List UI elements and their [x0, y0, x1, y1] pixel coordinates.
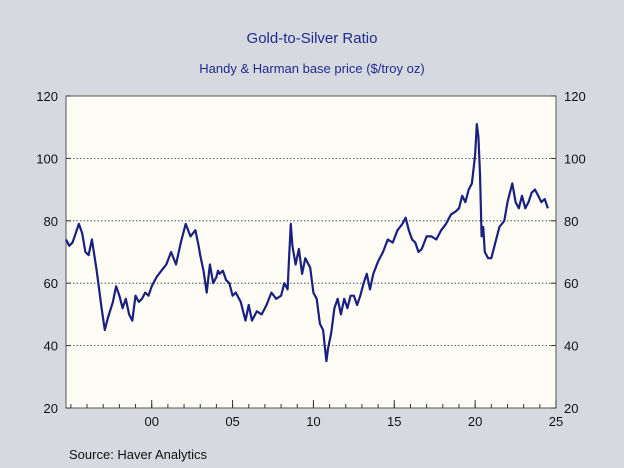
y-tick-label-left: 20: [44, 401, 58, 416]
y-tick-label-right: 80: [564, 214, 578, 229]
chart-subtitle: Handy & Harman base price ($/troy oz): [199, 61, 425, 76]
y-tick-label-left: 80: [44, 214, 58, 229]
x-tick-label: 05: [225, 414, 239, 429]
source-note: Source: Haver Analytics: [69, 447, 208, 462]
y-tick-label-right: 60: [564, 276, 578, 291]
x-tick-label: 10: [306, 414, 320, 429]
y-tick-label-left: 100: [36, 151, 58, 166]
y-tick-label-right: 100: [564, 151, 586, 166]
y-tick-label-left: 60: [44, 276, 58, 291]
y-tick-label-right: 120: [564, 89, 586, 104]
y-tick-label-left: 120: [36, 89, 58, 104]
x-tick-label: 15: [387, 414, 401, 429]
x-tick-label: 20: [468, 414, 482, 429]
y-tick-label-right: 20: [564, 401, 578, 416]
series-line-gold-silver-ratio: [65, 122, 549, 363]
y-tick-label-right: 40: [564, 339, 578, 354]
x-tick-label: 25: [549, 414, 563, 429]
plot-background: [65, 95, 557, 409]
y-tick-label-left: 40: [44, 339, 58, 354]
x-tick-label: 00: [144, 414, 158, 429]
chart-title: Gold-to-Silver Ratio: [246, 30, 378, 47]
